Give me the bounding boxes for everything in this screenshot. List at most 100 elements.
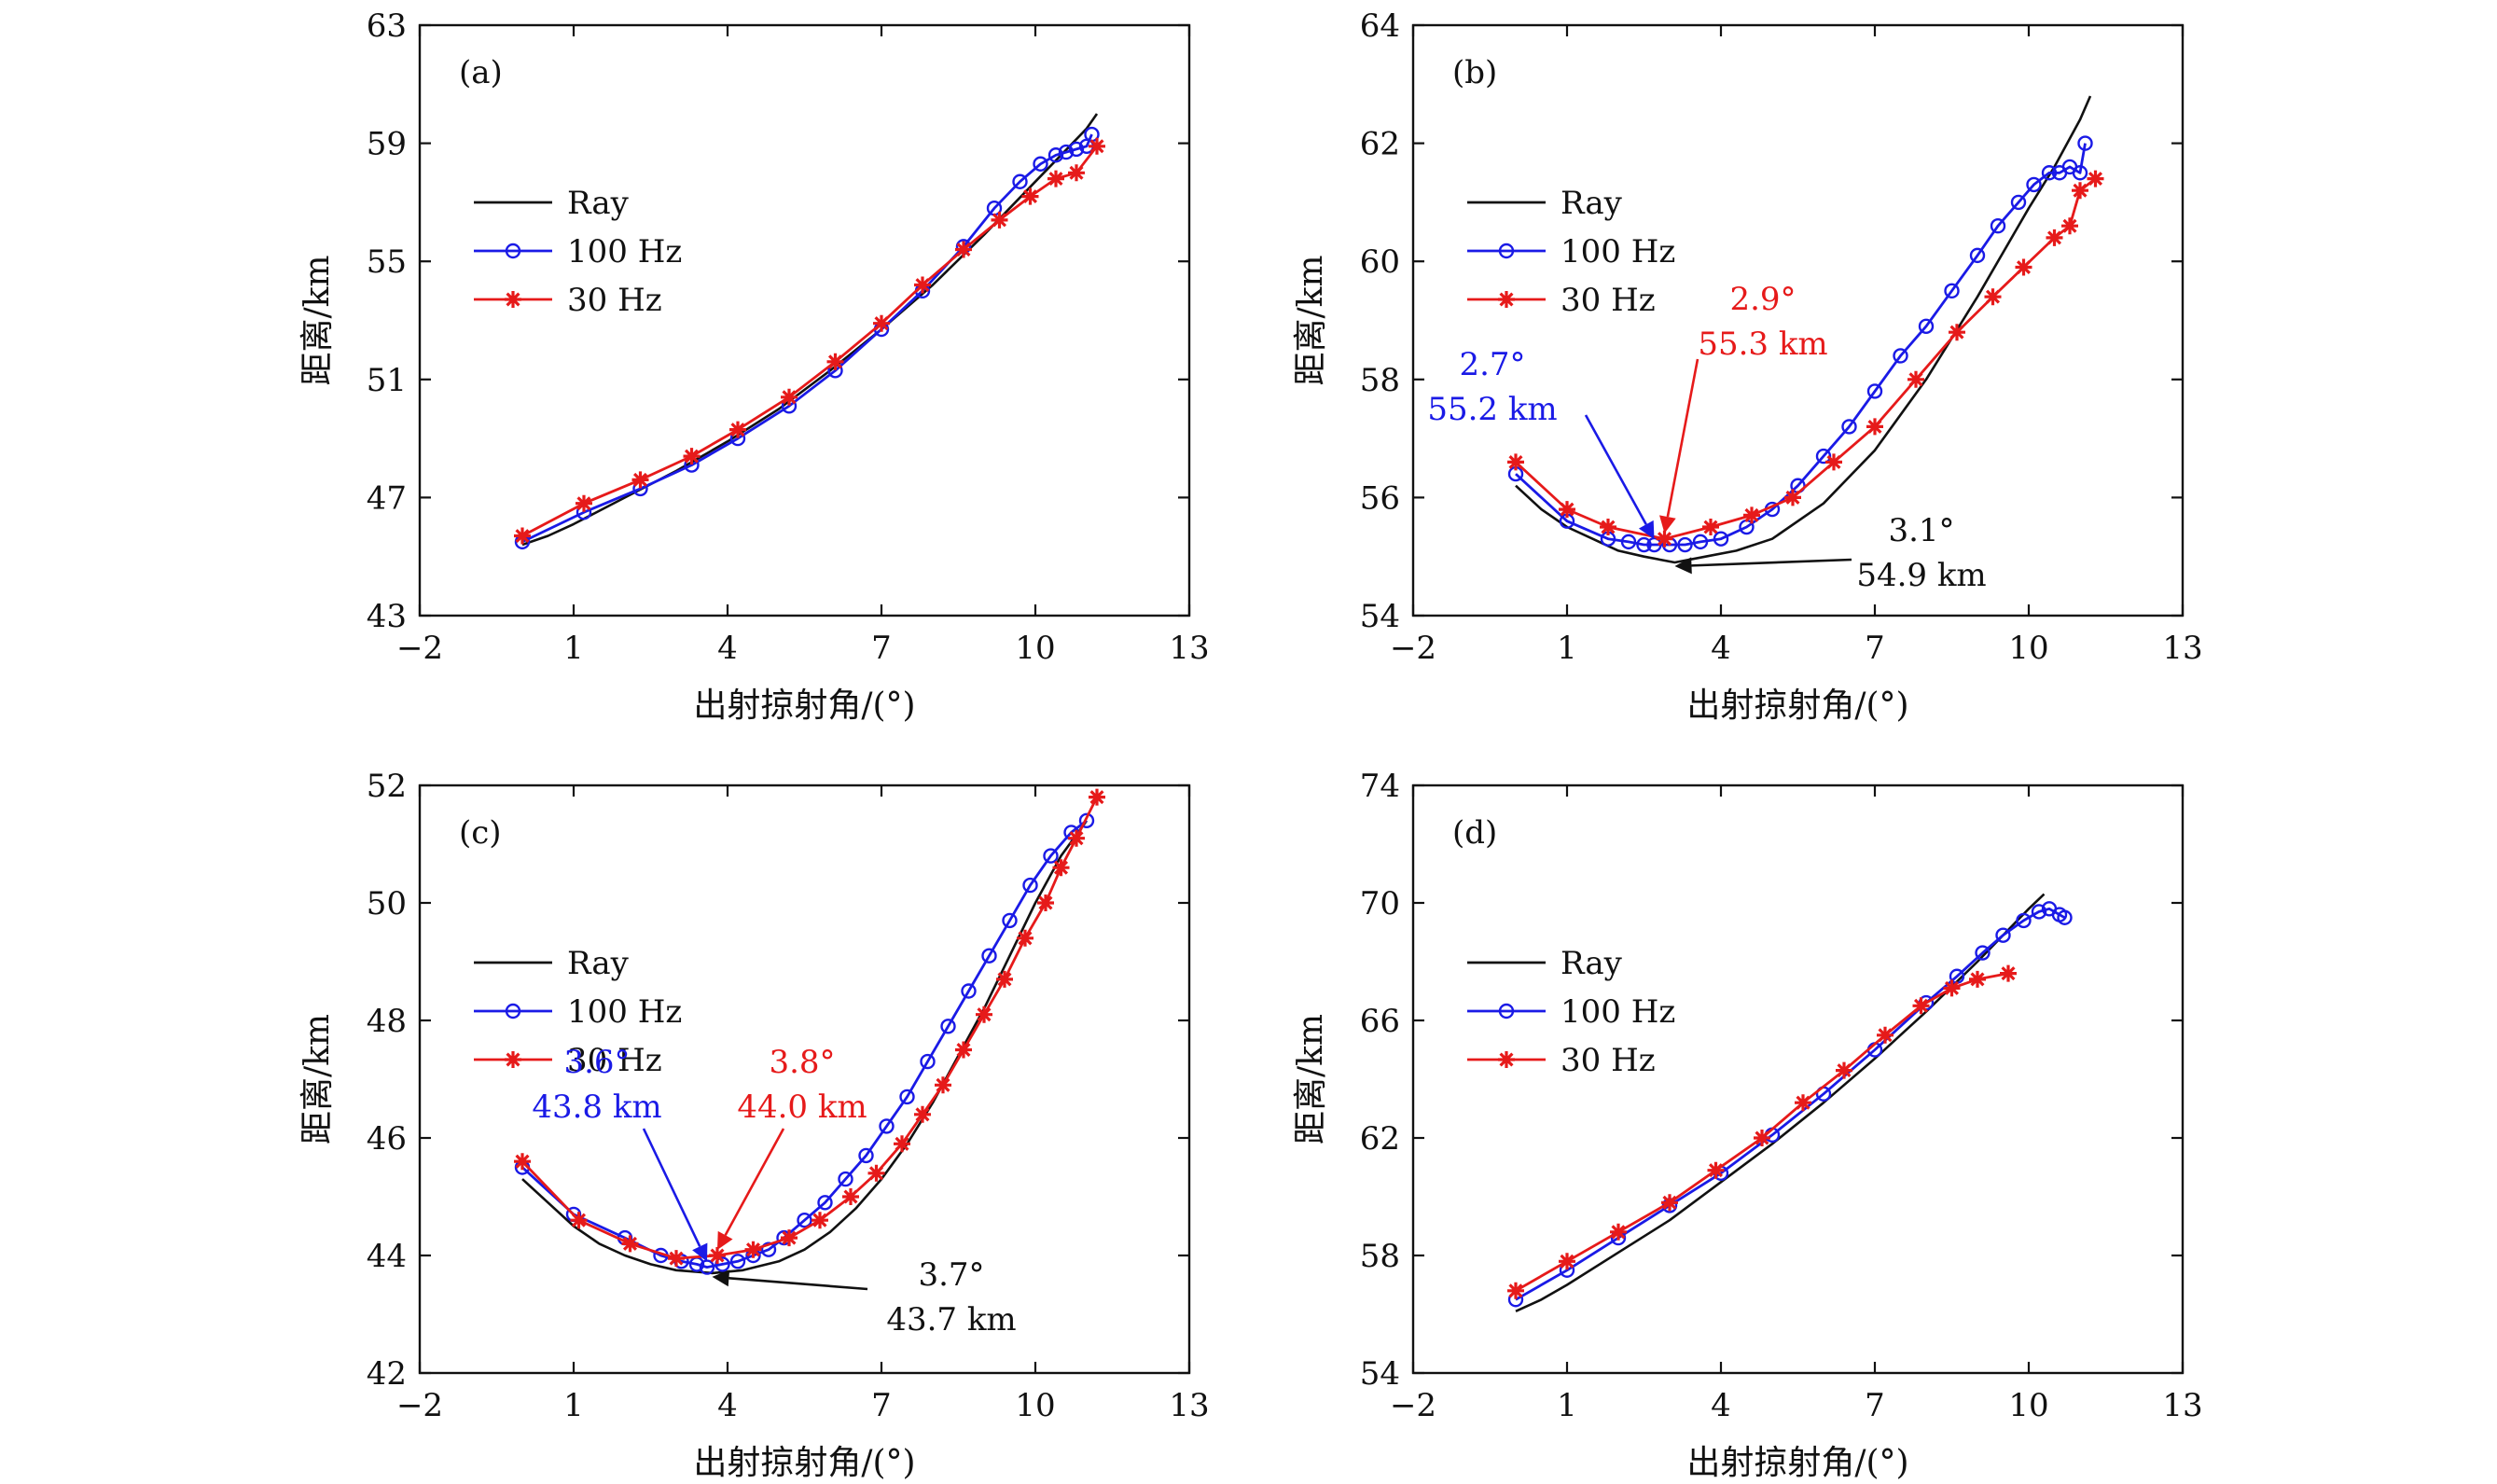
y-tick-label: 56 <box>1360 479 1400 517</box>
x-axis-label: 出射掠射角/(°) <box>693 1444 915 1482</box>
data-point-marker <box>838 1171 853 1187</box>
data-point-marker <box>668 1250 685 1268</box>
data-point-marker <box>996 970 1013 988</box>
data-point-marker <box>2026 176 2042 193</box>
legend-marker-hz100 <box>505 1003 521 1019</box>
data-point-marker <box>991 211 1008 229</box>
data-point-marker <box>2015 258 2032 276</box>
panel-label: (d) <box>1452 814 1497 852</box>
annotation-hz100: 2.7° 55.2 km <box>1427 346 1655 540</box>
y-tick-label: 43 <box>367 598 407 635</box>
data-point-marker <box>709 1247 726 1264</box>
y-tick-label: 66 <box>1360 1003 1400 1040</box>
x-tick-label: 7 <box>871 1387 892 1424</box>
x-tick-label: 7 <box>1865 630 1885 667</box>
data-point-marker <box>2072 182 2088 200</box>
data-point-marker <box>2061 217 2078 235</box>
legend-label-hz100: 100 Hz <box>1561 993 1675 1031</box>
legend-marker-hz30 <box>505 291 521 308</box>
data-point-marker <box>1559 1253 1575 1270</box>
data-point-marker <box>514 527 531 545</box>
x-axis-label: 出射掠射角/(°) <box>1686 1444 1908 1482</box>
annotation-text: 3.6° <box>563 1044 630 1081</box>
data-point-marker <box>576 494 592 512</box>
plot-frame <box>1411 784 2185 1375</box>
data-point-marker <box>1743 506 1760 524</box>
data-point-marker <box>1646 536 1662 553</box>
chart-panel-b: −2 1 4 7 10 13 54 56 58 60 62 64 出射掠射角/(°) 距离/km (b) Ra… <box>1292 7 2203 725</box>
annotation-ray: 3.1° 54.9 km <box>1674 512 1987 594</box>
legend-label-ray: Ray <box>567 945 630 982</box>
legend-label-ray: Ray <box>567 185 630 222</box>
data-point-marker <box>2072 165 2088 181</box>
data-point-marker <box>2057 909 2073 925</box>
series-line <box>521 820 1089 1275</box>
x-tick-label: 10 <box>1015 1387 1055 1424</box>
annotation-arrowhead <box>717 1230 733 1250</box>
data-point-marker <box>1610 1223 1627 1241</box>
y-tick-label: 64 <box>1360 7 1400 45</box>
data-point-marker <box>858 1147 874 1164</box>
plot-frame <box>418 23 1191 617</box>
legend-marker-hz100 <box>505 243 521 259</box>
x-tick-label: 4 <box>1711 630 1731 667</box>
x-tick-label: 10 <box>2008 1387 2048 1424</box>
data-point-marker <box>1795 1094 1811 1112</box>
legend: Ray 100 Hz 30 Hz <box>1467 185 1675 319</box>
data-point-marker <box>873 314 890 332</box>
legend-label-hz30: 30 Hz <box>567 282 662 319</box>
data-point-marker <box>744 1241 762 1258</box>
annotation-ray: 3.7° 43.7 km <box>712 1256 1017 1338</box>
x-tick-label: 1 <box>563 630 584 667</box>
y-tick-label: 54 <box>1360 598 1400 635</box>
series-hz30 <box>514 137 1105 545</box>
data-point-marker <box>1713 531 1729 547</box>
x-tick-label: 4 <box>1711 1387 1731 1424</box>
data-point-marker <box>1052 859 1070 877</box>
data-point-marker <box>2000 964 2017 982</box>
annotation-arrow <box>728 1277 868 1291</box>
data-point-marker <box>1984 288 2002 306</box>
data-point-marker <box>1969 247 1986 264</box>
data-point-marker <box>1089 137 1105 155</box>
annotation-arrow <box>642 1128 701 1247</box>
data-point-marker <box>1078 812 1095 828</box>
data-point-marker <box>729 421 746 438</box>
data-point-marker <box>961 983 977 999</box>
legend-label-hz30: 30 Hz <box>1561 282 1656 319</box>
x-tick-label: 1 <box>563 1387 584 1424</box>
annotation-text: 3.7° <box>918 1256 984 1294</box>
panel-label: (b) <box>1452 54 1497 91</box>
series-ray <box>521 113 1099 547</box>
data-point-marker <box>1047 170 1064 187</box>
data-point-marker <box>1033 156 1048 172</box>
data-point-marker <box>1507 1282 1524 1299</box>
annotation-text: 55.2 km <box>1427 391 1557 428</box>
data-point-marker <box>1702 519 1719 535</box>
annotation-hz30: 2.9° 55.3 km <box>1659 281 1828 534</box>
series-hz100 <box>1507 135 2093 553</box>
annotation-arrowhead <box>1674 557 1692 575</box>
y-tick-label: 48 <box>367 1003 407 1040</box>
data-point-marker <box>1017 929 1033 947</box>
y-axis-label: 距离/km <box>1292 255 1330 385</box>
annotation-arrow <box>724 1128 785 1236</box>
data-point-marker <box>867 1164 885 1182</box>
y-tick-label: 42 <box>367 1355 407 1393</box>
series-line <box>521 819 1088 1269</box>
legend-label-ray: Ray <box>1561 185 1623 222</box>
chart-panel-d: −2 1 4 7 10 13 54 58 62 66 70 74 出射掠射角/(°) 距离/km (d) Ra… <box>1292 768 2203 1482</box>
annotation-arrow <box>1584 414 1647 525</box>
data-point-marker <box>1021 187 1039 205</box>
data-point-marker <box>631 471 649 489</box>
data-point-marker <box>1661 1194 1678 1212</box>
series-line <box>521 113 1099 547</box>
data-point-marker <box>1754 1130 1770 1146</box>
data-point-marker <box>914 1105 931 1123</box>
y-tick-label: 51 <box>367 362 407 399</box>
legend: Ray 100 Hz 30 Hz <box>474 185 682 319</box>
y-tick-label: 70 <box>1360 885 1400 922</box>
legend-marker-hz30 <box>505 1051 521 1068</box>
annotation-text: 54.9 km <box>1856 557 1986 594</box>
